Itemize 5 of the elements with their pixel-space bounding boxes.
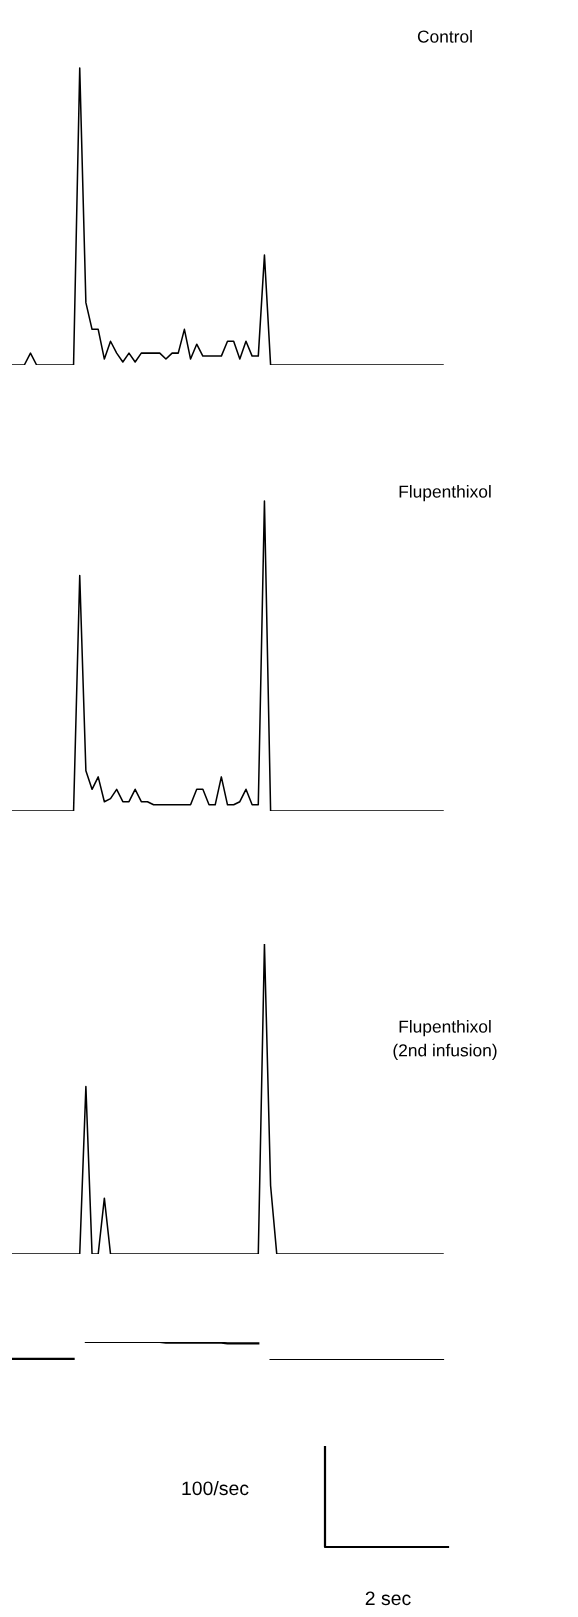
text: 100/sec bbox=[182, 1480, 249, 1496]
text: Flupenthixol (2nd infusion) bbox=[393, 1020, 497, 1060]
chart-title: Flupenthixol bbox=[399, 485, 491, 502]
chart-title: Control bbox=[417, 30, 472, 43]
text: 2 sec bbox=[365, 1591, 411, 1606]
